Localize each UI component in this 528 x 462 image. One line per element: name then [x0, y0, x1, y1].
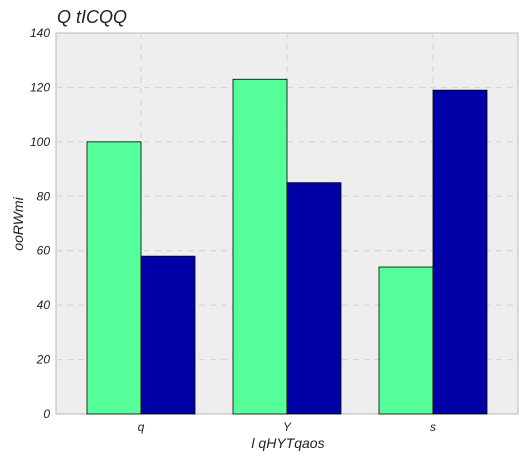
x-tick-label: q	[138, 420, 145, 434]
y-tick-label: 140	[30, 26, 50, 40]
y-tick-label: 100	[30, 135, 50, 149]
x-tick-label: s	[430, 420, 436, 434]
bar	[232, 78, 288, 415]
bar	[286, 182, 342, 415]
y-tick-label: 120	[30, 80, 50, 94]
y-tick-label: 20	[36, 353, 51, 367]
bar	[378, 266, 434, 415]
chart-title: Q tICQQ	[57, 7, 128, 27]
bar	[140, 255, 196, 415]
y-tick-label: 0	[43, 407, 50, 421]
bar	[432, 89, 488, 415]
y-tick-label: 80	[37, 189, 51, 203]
bar	[86, 141, 142, 415]
x-axis-label: l qHYTqaos	[251, 435, 325, 451]
y-tick-label: 60	[37, 244, 51, 258]
x-tick-label: Y	[283, 420, 292, 434]
y-tick-label: 40	[37, 298, 51, 312]
